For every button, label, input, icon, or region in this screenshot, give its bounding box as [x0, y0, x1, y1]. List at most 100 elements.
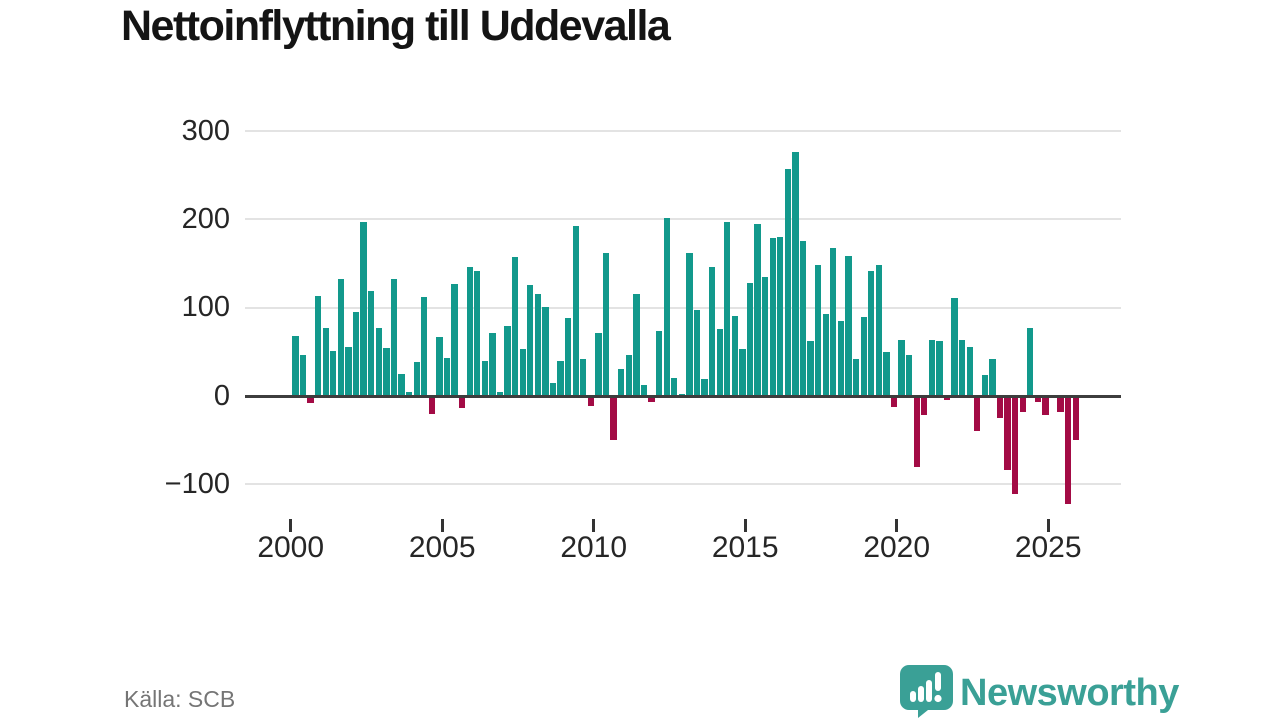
- newsworthy-brand: Newsworthy: [898, 664, 1179, 718]
- bar-positive: [746, 282, 754, 396]
- brand-name: Newsworthy: [960, 672, 1179, 714]
- bar-positive: [368, 290, 375, 396]
- bar-negative: [648, 396, 655, 403]
- bar-positive: [837, 320, 845, 396]
- bar-positive: [496, 392, 504, 396]
- bar-positive: [451, 283, 458, 396]
- bar-positive: [951, 297, 958, 396]
- bar-positive: [655, 330, 663, 396]
- y-axis-tick-label: 0: [213, 379, 230, 412]
- bar-negative: [610, 396, 617, 441]
- bar-positive: [966, 346, 973, 396]
- bar-positive: [716, 328, 723, 396]
- bar-positive: [860, 317, 867, 396]
- bar-negative: [1042, 396, 1049, 416]
- bar-positive: [504, 326, 511, 396]
- y-axis-tick-label: −100: [164, 467, 230, 500]
- bar-positive: [292, 335, 299, 396]
- bar-positive: [443, 358, 451, 396]
- bar-positive: [474, 271, 481, 396]
- bar-positive: [989, 358, 996, 396]
- bar-positive: [360, 221, 367, 396]
- bar-positive: [731, 315, 738, 396]
- bar-positive: [489, 333, 496, 396]
- bar-negative: [943, 396, 951, 400]
- x-axis-tick-label: 2010: [560, 531, 628, 564]
- bar-positive: [845, 256, 852, 396]
- bar-positive: [398, 373, 405, 396]
- bar-positive: [762, 276, 769, 396]
- bar-positive: [322, 327, 329, 396]
- bar-negative: [1072, 396, 1079, 441]
- bar-positive: [466, 267, 473, 396]
- bar-positive: [383, 348, 390, 396]
- chart-title: Nettoinflyttning till Uddevalla: [121, 2, 671, 50]
- y-axis-tick-label: 100: [181, 291, 230, 324]
- bar-positive: [534, 294, 542, 396]
- bar-positive: [875, 265, 882, 396]
- bar-positive: [602, 252, 610, 396]
- bar-positive: [958, 340, 966, 396]
- bar-positive: [557, 360, 564, 396]
- bar-positive: [512, 257, 519, 396]
- bar-positive: [572, 226, 579, 396]
- bar-positive: [883, 351, 890, 396]
- bar-positive: [769, 237, 776, 396]
- zero-axis-line: [245, 394, 1121, 398]
- gridline: [245, 306, 1121, 309]
- bar-positive: [724, 221, 731, 396]
- bar-negative: [974, 396, 981, 432]
- bar-positive: [852, 358, 860, 396]
- bar-positive: [754, 223, 761, 396]
- x-axis-tick: [289, 519, 293, 532]
- newsworthy-logo-icon: [900, 665, 953, 718]
- bar-positive: [981, 374, 988, 396]
- bar-positive: [330, 350, 337, 396]
- bar-negative: [1004, 396, 1011, 471]
- bar-positive: [784, 168, 792, 396]
- bar-positive: [618, 368, 625, 396]
- y-axis-tick-label: 300: [181, 114, 230, 147]
- bar-positive: [565, 318, 572, 396]
- bar-negative: [1012, 396, 1019, 495]
- bar-positive: [413, 362, 420, 396]
- bar-negative: [1057, 396, 1064, 412]
- bar-positive: [337, 278, 345, 396]
- bar-positive: [299, 355, 307, 396]
- bar-positive: [928, 340, 935, 396]
- x-axis-tick-label: 2025: [1014, 531, 1082, 564]
- bar-positive: [375, 327, 382, 396]
- bar-negative: [921, 396, 928, 416]
- gridline: [245, 130, 1121, 132]
- bar-positive: [708, 267, 716, 396]
- bar-negative: [428, 396, 435, 414]
- bar-positive: [580, 358, 587, 396]
- bar-positive: [625, 355, 632, 396]
- bar-positive: [549, 382, 557, 396]
- bar-positive: [799, 240, 807, 396]
- bar-negative: [307, 396, 314, 404]
- x-axis-tick-label: 2000: [257, 531, 325, 564]
- x-axis-tick: [895, 519, 899, 532]
- bar-positive: [481, 360, 488, 396]
- bar-positive: [815, 265, 822, 396]
- y-axis-tick-label: 200: [181, 202, 230, 235]
- source-label: Källa: SCB: [124, 686, 236, 712]
- bar-positive: [777, 237, 784, 396]
- bar-positive: [640, 385, 648, 396]
- bar-positive: [436, 336, 443, 396]
- bar-positive: [1027, 327, 1034, 396]
- bar-negative: [587, 396, 595, 406]
- bar-negative: [890, 396, 898, 408]
- bar-negative: [996, 396, 1004, 419]
- x-axis-tick-label: 2015: [711, 531, 779, 564]
- bar-positive: [671, 378, 678, 396]
- gridline: [245, 218, 1121, 221]
- bar-positive: [830, 247, 837, 396]
- bar-positive: [421, 297, 428, 396]
- bar-positive: [898, 340, 905, 396]
- bar-positive: [345, 346, 352, 396]
- bar-positive: [686, 252, 693, 396]
